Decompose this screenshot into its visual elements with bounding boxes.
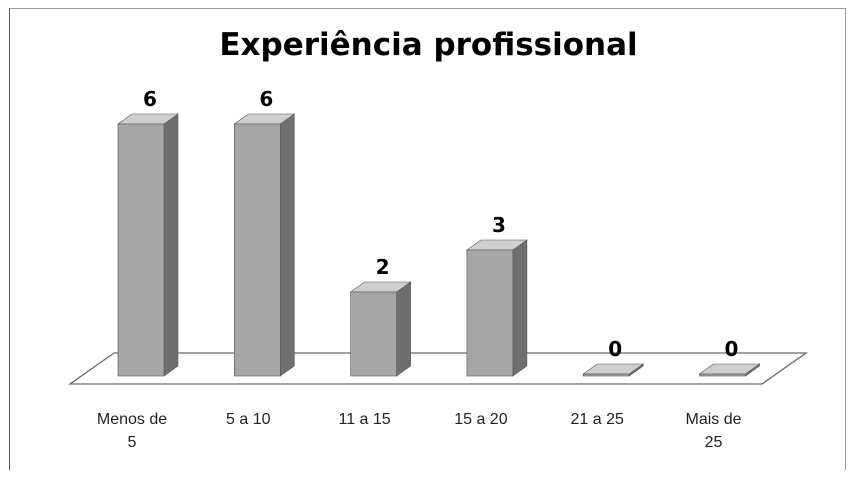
data-label-5: 0 bbox=[608, 337, 622, 361]
bar-front-1 bbox=[117, 123, 165, 377]
bar-3 bbox=[349, 281, 412, 377]
category-label-5: 21 a 25 bbox=[571, 411, 624, 428]
data-label-6: 0 bbox=[725, 337, 739, 361]
category-label-1: Menos de bbox=[97, 411, 167, 428]
category-labels-group: Menos de 5 5 a 10 11 a 15 15 a 20 21 a 25 Mais… bbox=[97, 411, 742, 451]
bar-side-4 bbox=[512, 239, 528, 377]
data-labels-group: 6 6 2 3 0 0 bbox=[143, 87, 738, 361]
bars-group bbox=[117, 113, 761, 377]
bar-side-3 bbox=[396, 281, 411, 377]
bar-2 bbox=[233, 113, 296, 377]
category-label-1: 5 bbox=[128, 434, 137, 451]
category-label-6: 25 bbox=[705, 434, 723, 451]
category-label-6: Mais de bbox=[685, 411, 741, 428]
bar-6 bbox=[698, 363, 761, 377]
chart-title: Experiência profissional bbox=[219, 27, 638, 63]
bar-front-4 bbox=[466, 249, 514, 377]
data-label-3: 2 bbox=[376, 255, 390, 279]
bar-1 bbox=[117, 113, 179, 377]
bar-front-2 bbox=[234, 123, 281, 377]
bar-side-1 bbox=[163, 113, 179, 377]
chart-area bbox=[9, 8, 846, 470]
data-label-2: 6 bbox=[259, 87, 273, 111]
bar-4 bbox=[465, 239, 528, 377]
bar-front-3 bbox=[350, 291, 397, 377]
category-label-2: 5 a 10 bbox=[226, 411, 271, 428]
chart-floor bbox=[67, 352, 809, 385]
bar-side-2 bbox=[279, 113, 295, 377]
bar-5 bbox=[582, 363, 645, 377]
data-label-1: 6 bbox=[143, 87, 157, 111]
data-label-4: 3 bbox=[492, 213, 506, 237]
category-label-3: 11 a 15 bbox=[338, 411, 390, 428]
category-label-4: 15 a 20 bbox=[454, 411, 507, 428]
bar-front-6 bbox=[699, 373, 746, 377]
bar-front-5 bbox=[582, 373, 630, 377]
